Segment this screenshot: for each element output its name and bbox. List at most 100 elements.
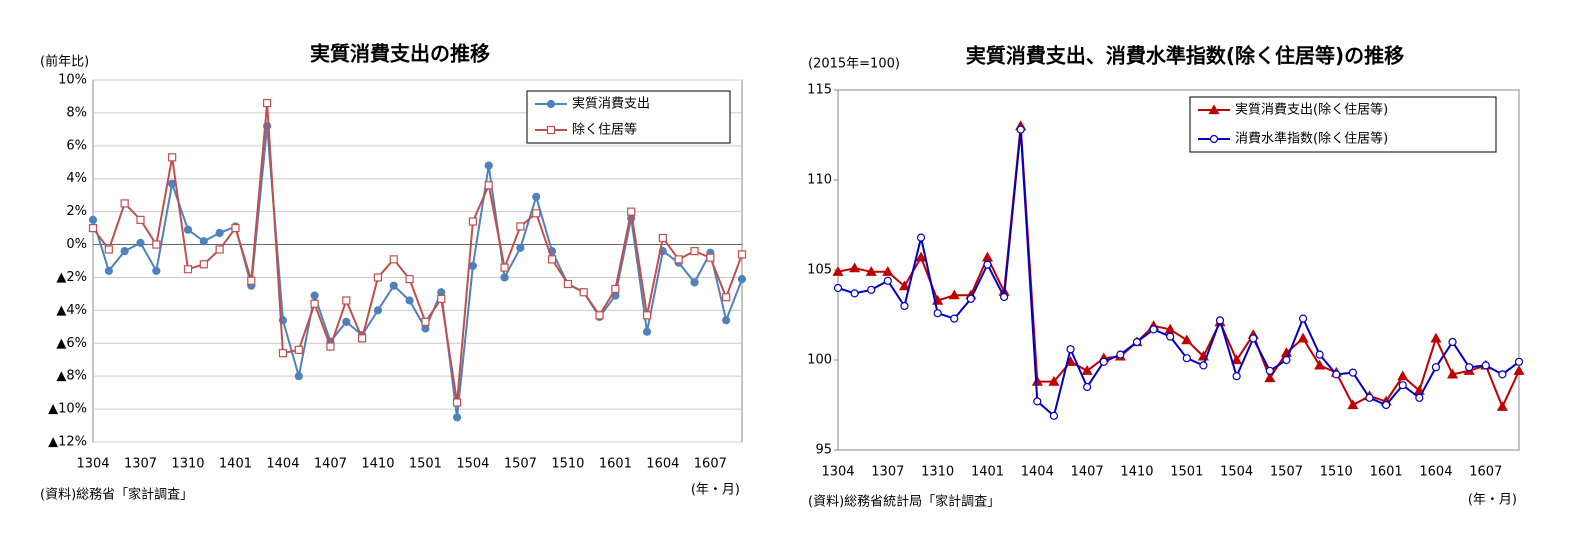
marker <box>532 209 541 218</box>
marker <box>1116 350 1125 359</box>
marker <box>1083 382 1092 392</box>
x-tick-label: 1504 <box>1220 465 1253 480</box>
marker <box>966 294 975 303</box>
x-tick-label: 1307 <box>871 465 904 480</box>
marker <box>389 255 398 264</box>
marker <box>1166 332 1175 341</box>
x-tick-label: 1501 <box>1170 465 1203 480</box>
marker <box>215 245 224 254</box>
marker <box>88 215 98 224</box>
x-tick-label: 1501 <box>409 457 442 472</box>
marker <box>104 266 113 275</box>
marker <box>199 260 208 269</box>
marker <box>1282 355 1291 365</box>
marker <box>1348 368 1358 377</box>
y-tick-label: 110 <box>807 173 832 188</box>
marker <box>516 243 525 252</box>
marker <box>1132 337 1142 347</box>
x-tick-label: 1404 <box>266 457 299 472</box>
marker <box>136 238 145 247</box>
marker <box>1265 366 1274 375</box>
source: (資料)総務省統計局「家計調査」 <box>808 494 1000 510</box>
marker <box>690 247 699 256</box>
x-tick-label: 1401 <box>971 465 1004 480</box>
y-tick-label: 2% <box>66 204 87 219</box>
marker <box>933 309 942 318</box>
marker <box>88 223 98 233</box>
marker <box>722 293 731 302</box>
x-tick-label: 1604 <box>1419 465 1452 480</box>
y-tick-label: 115 <box>807 83 832 98</box>
marker <box>898 280 910 291</box>
marker <box>1231 354 1243 365</box>
marker <box>1049 411 1059 420</box>
marker <box>1297 332 1309 343</box>
marker <box>120 247 129 256</box>
series-line <box>92 102 743 403</box>
unit-label: (前年比) <box>40 54 89 70</box>
marker <box>833 283 843 293</box>
marker <box>1264 372 1276 383</box>
marker <box>278 349 288 358</box>
marker <box>294 345 303 354</box>
x-tick-label: 1507 <box>1270 465 1303 480</box>
marker <box>1447 368 1459 379</box>
x-tick-label: 1310 <box>171 457 204 472</box>
x-tick-label: 1407 <box>1071 465 1104 480</box>
x-tick-label: 1607 <box>694 457 727 472</box>
marker <box>452 398 462 407</box>
marker <box>1232 372 1241 381</box>
chart-title: 実質消費支出、消費水準指数(除く住居等)の推移 <box>966 44 1404 68</box>
marker <box>882 266 894 276</box>
marker <box>1315 350 1324 359</box>
y-tick-label: 8% <box>66 105 87 120</box>
marker <box>737 275 747 284</box>
source: (資料)総務省「家計調査」 <box>40 487 193 503</box>
marker <box>405 275 414 284</box>
marker <box>1215 316 1225 325</box>
marker <box>183 225 193 234</box>
marker <box>484 181 493 190</box>
marker <box>310 291 319 300</box>
marker <box>104 245 113 254</box>
marker <box>849 262 861 273</box>
marker <box>1099 357 1108 366</box>
marker <box>294 372 303 381</box>
marker <box>1182 354 1191 363</box>
marker <box>452 413 462 422</box>
marker <box>1314 359 1326 370</box>
y-tick-label: 4% <box>66 171 87 186</box>
legend <box>1189 96 1497 153</box>
marker <box>263 98 272 108</box>
x-tick-label: 1604 <box>646 457 679 472</box>
x-tick-label: 1401 <box>219 457 252 472</box>
marker <box>595 311 604 320</box>
x-tick-label: 1607 <box>1469 465 1502 480</box>
marker <box>1298 314 1308 323</box>
x-tick-label: 1304 <box>76 457 109 472</box>
marker <box>152 266 161 275</box>
unit-label: (2015年=100) <box>808 57 900 72</box>
x-tick-label: 1307 <box>124 457 157 472</box>
marker <box>1249 334 1258 343</box>
x-tick-label: 1507 <box>504 457 537 472</box>
marker <box>1332 370 1341 379</box>
x-tick-label: 1601 <box>1370 465 1403 480</box>
marker <box>1048 375 1060 386</box>
marker <box>500 263 509 272</box>
marker <box>546 99 556 109</box>
x-tick-label: 1404 <box>1021 465 1054 480</box>
x-tick-label: 1504 <box>456 457 489 472</box>
marker <box>1398 381 1407 390</box>
x-tick-label: 1310 <box>921 465 954 480</box>
marker <box>999 292 1009 302</box>
marker <box>1347 399 1359 410</box>
x-tick-label: 1510 <box>1320 465 1353 480</box>
x-tick-label: 1410 <box>361 457 394 472</box>
x-tick-label: 1510 <box>551 457 584 472</box>
marker <box>547 255 557 264</box>
marker <box>690 278 699 287</box>
marker <box>611 284 620 294</box>
series-line <box>837 129 1520 418</box>
